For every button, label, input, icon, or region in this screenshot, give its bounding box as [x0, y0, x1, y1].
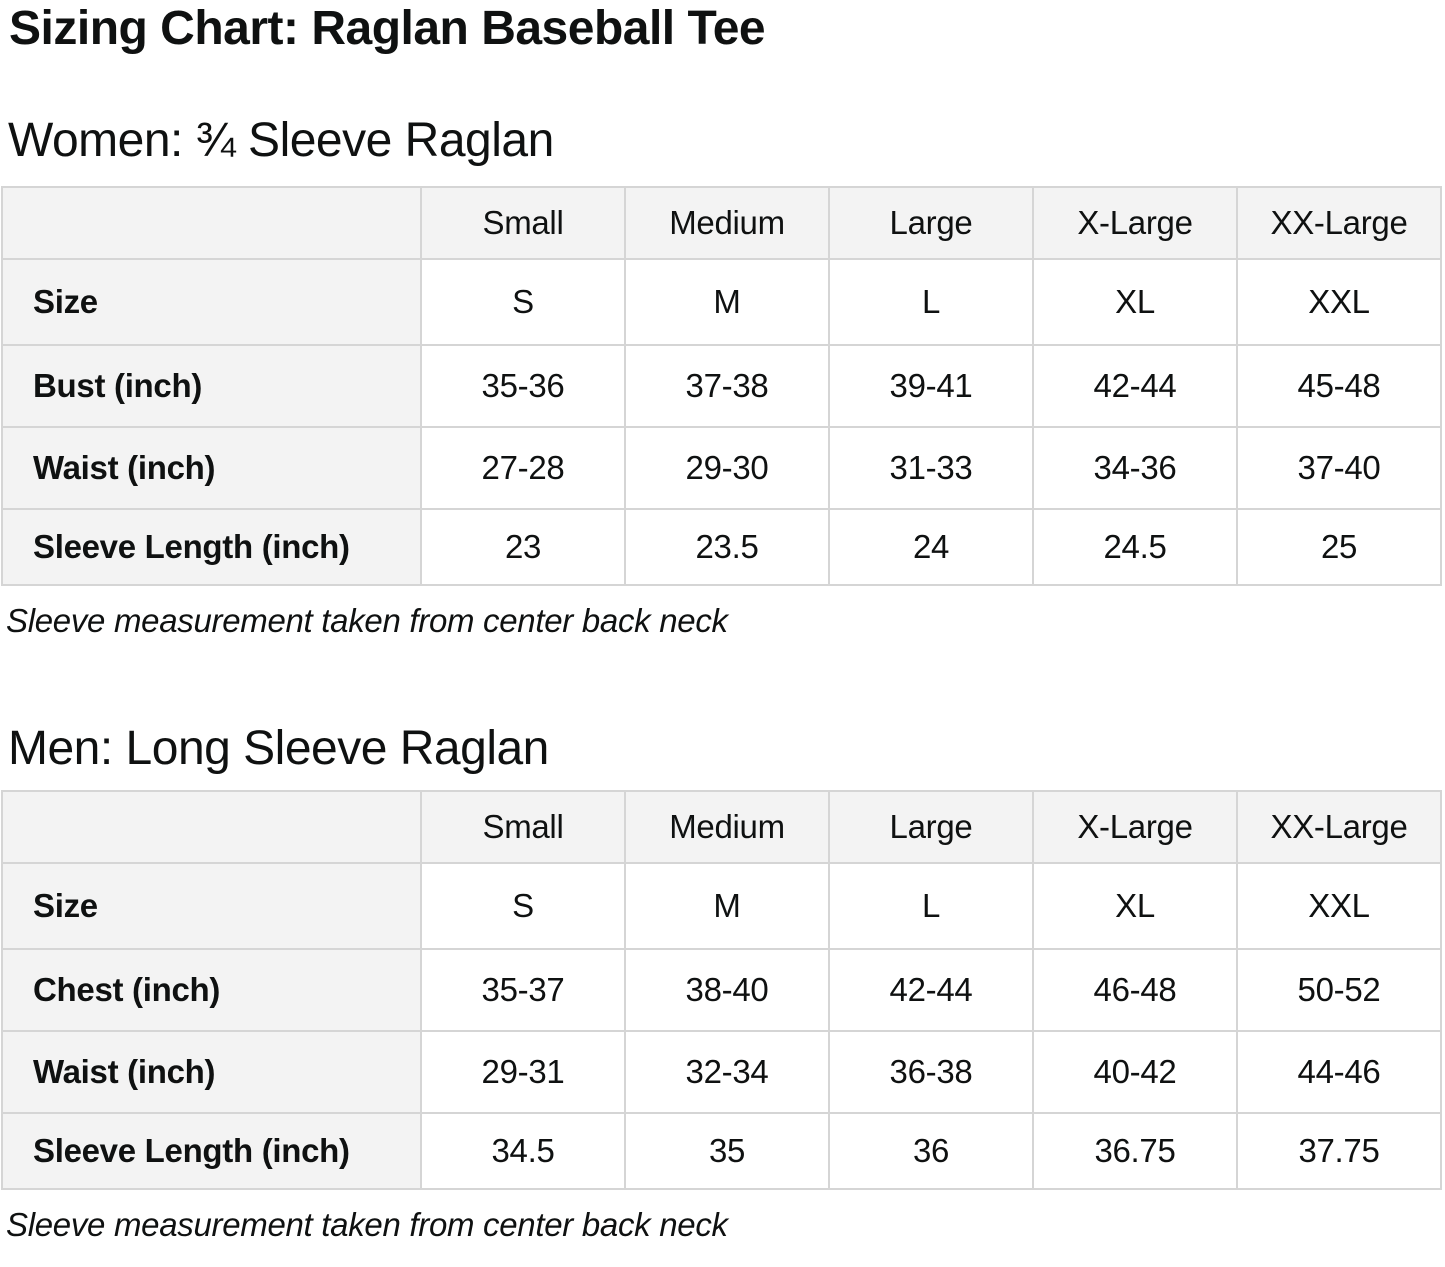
table-header-row: Small Medium Large X-Large XX-Large — [1, 186, 1442, 260]
value-cell: M — [624, 258, 830, 346]
column-header-medium: Medium — [624, 186, 830, 260]
table-row-waist: Waist (inch) 27-28 29-30 31-33 34-36 37-… — [1, 426, 1442, 510]
column-header-x-large: X-Large — [1032, 186, 1238, 260]
table-row-size: Size S M L XL XXL — [1, 258, 1442, 346]
value-cell: 31-33 — [828, 426, 1034, 510]
row-label: Sleeve Length (inch) — [1, 508, 422, 586]
women-section: Women: ¾ Sleeve Raglan Small Medium Larg… — [0, 114, 1445, 640]
value-cell: 35-36 — [420, 344, 626, 428]
column-header-xx-large: XX-Large — [1236, 790, 1442, 864]
value-cell: S — [420, 862, 626, 950]
value-cell: 39-41 — [828, 344, 1034, 428]
value-cell: 29-30 — [624, 426, 830, 510]
table-header-row: Small Medium Large X-Large XX-Large — [1, 790, 1442, 864]
corner-cell — [1, 790, 422, 864]
value-cell: 42-44 — [828, 948, 1034, 1032]
value-cell: M — [624, 862, 830, 950]
table-row-bust: Bust (inch) 35-36 37-38 39-41 42-44 45-4… — [1, 344, 1442, 428]
value-cell: 23.5 — [624, 508, 830, 586]
value-cell: 27-28 — [420, 426, 626, 510]
column-header-xx-large: XX-Large — [1236, 186, 1442, 260]
corner-cell — [1, 186, 422, 260]
value-cell: XXL — [1236, 862, 1442, 950]
row-label: Waist (inch) — [1, 1030, 422, 1114]
column-header-small: Small — [420, 186, 626, 260]
women-size-table: Small Medium Large X-Large XX-Large Size… — [1, 186, 1442, 586]
value-cell: 50-52 — [1236, 948, 1442, 1032]
value-cell: 45-48 — [1236, 344, 1442, 428]
value-cell: XXL — [1236, 258, 1442, 346]
value-cell: 24 — [828, 508, 1034, 586]
column-header-small: Small — [420, 790, 626, 864]
value-cell: 38-40 — [624, 948, 830, 1032]
row-label: Size — [1, 862, 422, 950]
table-row-waist: Waist (inch) 29-31 32-34 36-38 40-42 44-… — [1, 1030, 1442, 1114]
value-cell: L — [828, 258, 1034, 346]
value-cell: 46-48 — [1032, 948, 1238, 1032]
women-section-heading: Women: ¾ Sleeve Raglan — [8, 114, 554, 167]
row-label: Chest (inch) — [1, 948, 422, 1032]
men-size-table: Small Medium Large X-Large XX-Large Size… — [1, 790, 1442, 1190]
value-cell: XL — [1032, 258, 1238, 346]
value-cell: 32-34 — [624, 1030, 830, 1114]
value-cell: 29-31 — [420, 1030, 626, 1114]
value-cell: 35-37 — [420, 948, 626, 1032]
value-cell: 40-42 — [1032, 1030, 1238, 1114]
value-cell: 24.5 — [1032, 508, 1238, 586]
value-cell: 25 — [1236, 508, 1442, 586]
table-row-sleeve-length: Sleeve Length (inch) 34.5 35 36 36.75 37… — [1, 1112, 1442, 1190]
value-cell: 36.75 — [1032, 1112, 1238, 1190]
sleeve-measurement-note: Sleeve measurement taken from center bac… — [6, 602, 728, 639]
column-header-large: Large — [828, 186, 1034, 260]
value-cell: 23 — [420, 508, 626, 586]
value-cell: 37-40 — [1236, 426, 1442, 510]
sleeve-measurement-note: Sleeve measurement taken from center bac… — [6, 1206, 728, 1243]
value-cell: 34.5 — [420, 1112, 626, 1190]
value-cell: 37.75 — [1236, 1112, 1442, 1190]
value-cell: 37-38 — [624, 344, 830, 428]
table-row-sleeve-length: Sleeve Length (inch) 23 23.5 24 24.5 25 — [1, 508, 1442, 586]
column-header-medium: Medium — [624, 790, 830, 864]
column-header-x-large: X-Large — [1032, 790, 1238, 864]
value-cell: 42-44 — [1032, 344, 1238, 428]
page-title: Sizing Chart: Raglan Baseball Tee — [9, 2, 766, 55]
row-label: Size — [1, 258, 422, 346]
row-label: Bust (inch) — [1, 344, 422, 428]
value-cell: 36 — [828, 1112, 1034, 1190]
row-label: Waist (inch) — [1, 426, 422, 510]
table-row-size: Size S M L XL XXL — [1, 862, 1442, 950]
value-cell: L — [828, 862, 1034, 950]
value-cell: 36-38 — [828, 1030, 1034, 1114]
value-cell: S — [420, 258, 626, 346]
column-header-large: Large — [828, 790, 1034, 864]
table-row-chest: Chest (inch) 35-37 38-40 42-44 46-48 50-… — [1, 948, 1442, 1032]
value-cell: XL — [1032, 862, 1238, 950]
men-section: Men: Long Sleeve Raglan Small Medium Lar… — [0, 722, 1445, 1244]
row-label: Sleeve Length (inch) — [1, 1112, 422, 1190]
value-cell: 44-46 — [1236, 1030, 1442, 1114]
men-section-heading: Men: Long Sleeve Raglan — [8, 722, 549, 775]
value-cell: 34-36 — [1032, 426, 1238, 510]
value-cell: 35 — [624, 1112, 830, 1190]
